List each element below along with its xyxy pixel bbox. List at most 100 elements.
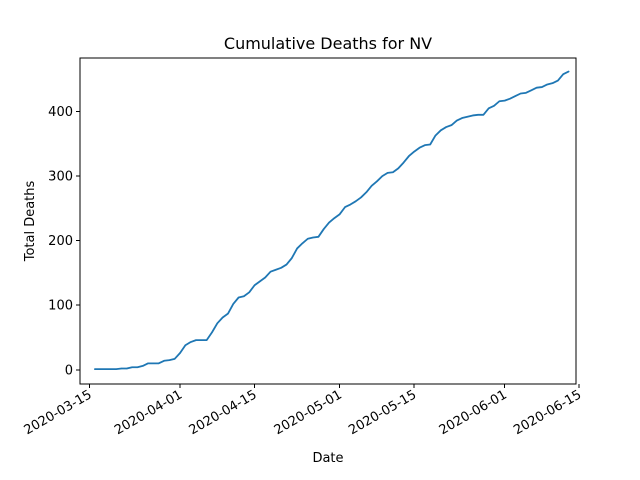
data-point-45 (333, 217, 335, 219)
data-point-24 (222, 316, 224, 319)
data-point-51 (365, 191, 367, 193)
y-tick-label-2: 200 (48, 234, 73, 249)
data-point-40 (307, 238, 309, 240)
data-point-62 (424, 144, 426, 146)
x-tick-label-2: 2020-04-15 (187, 387, 260, 438)
data-point-27 (237, 296, 240, 299)
data-point-72 (477, 114, 479, 116)
data-point-46 (339, 213, 341, 215)
data-point-60 (413, 151, 415, 153)
data-point-88 (562, 73, 564, 75)
data-point-14 (168, 359, 171, 361)
data-point-6 (126, 367, 128, 370)
x-tick-label-1: 2020-04-01 (112, 387, 185, 438)
x-tick-label-3: 2020-05-01 (272, 387, 345, 438)
data-point-65 (440, 129, 442, 131)
data-point-32 (264, 276, 266, 279)
data-point-69 (461, 117, 463, 119)
data-point-22 (211, 331, 213, 333)
data-point-4 (115, 368, 117, 370)
data-point-0 (94, 368, 96, 370)
data-point-36 (285, 263, 288, 266)
data-point-47 (344, 206, 346, 208)
data-point-5 (120, 367, 123, 370)
data-point-58 (402, 161, 405, 164)
x-tick-label-6: 2020-06-15 (511, 387, 584, 438)
y-axis-label: Total Deaths (23, 180, 38, 262)
y-axis-ticks: 0 100 200 300 400 (48, 105, 80, 378)
data-point-33 (269, 271, 272, 273)
data-point-30 (253, 284, 256, 286)
data-point-82 (530, 89, 532, 91)
data-point-56 (392, 171, 394, 173)
data-point-25 (227, 313, 229, 315)
data-point-50 (360, 196, 362, 199)
data-point-44 (328, 222, 330, 224)
data-point-49 (355, 200, 357, 202)
data-point-21 (206, 339, 208, 341)
data-point-78 (509, 98, 511, 100)
data-point-1 (99, 368, 101, 370)
data-point-11 (152, 362, 155, 364)
series-line-nv (94, 70, 570, 371)
plot-area (94, 70, 570, 371)
data-point-83 (536, 87, 538, 89)
data-point-28 (243, 295, 245, 297)
axes-frame (79, 57, 577, 385)
x-tick-label-0: 2020-03-15 (22, 387, 95, 438)
data-point-3 (110, 368, 112, 370)
data-point-38 (296, 247, 298, 250)
data-point-48 (349, 203, 351, 206)
data-point-57 (397, 167, 399, 169)
data-point-35 (280, 267, 282, 269)
data-point-19 (195, 339, 197, 341)
data-point-23 (216, 322, 218, 324)
data-point-64 (434, 134, 437, 137)
y-tick-label-3: 300 (48, 170, 73, 185)
data-point-54 (381, 175, 383, 177)
data-point-2 (104, 368, 107, 370)
data-point-31 (259, 280, 261, 282)
data-point-70 (466, 116, 469, 118)
data-point-74 (488, 107, 490, 109)
data-point-17 (184, 344, 186, 346)
x-tick-label-5: 2020-06-01 (437, 387, 510, 438)
data-point-61 (418, 147, 421, 149)
data-point-86 (551, 82, 554, 84)
data-point-13 (163, 360, 165, 362)
data-point-67 (450, 124, 453, 126)
data-point-73 (482, 114, 484, 116)
data-point-55 (387, 172, 389, 174)
x-axis-ticks: 2020-03-15 2020-04-01 2020-04-15 2020-05-01… (22, 384, 584, 438)
data-point-43 (323, 228, 325, 230)
data-point-42 (317, 236, 320, 238)
x-axis-label: Date (312, 451, 343, 466)
data-point-84 (541, 86, 543, 88)
chart-title: Cumulative Deaths for NV (224, 34, 432, 53)
data-point-53 (376, 180, 378, 182)
data-point-81 (525, 92, 527, 94)
data-point-85 (546, 83, 548, 86)
data-point-18 (190, 341, 192, 343)
data-point-12 (158, 362, 160, 364)
data-point-26 (232, 303, 234, 305)
data-point-34 (275, 269, 277, 271)
data-point-20 (200, 339, 202, 341)
data-points (94, 70, 570, 370)
data-point-16 (179, 352, 181, 354)
data-point-9 (142, 365, 144, 367)
data-point-15 (174, 358, 176, 360)
data-point-80 (520, 92, 522, 95)
data-point-77 (504, 100, 506, 102)
y-tick-label-4: 400 (48, 105, 73, 120)
data-point-87 (557, 79, 559, 82)
data-point-75 (493, 105, 495, 107)
data-point-10 (147, 362, 149, 364)
data-point-8 (136, 366, 139, 368)
data-point-79 (514, 95, 516, 97)
data-point-41 (312, 236, 314, 239)
data-point-7 (131, 366, 133, 368)
data-point-39 (301, 242, 304, 244)
y-tick-label-0: 0 (65, 363, 73, 378)
